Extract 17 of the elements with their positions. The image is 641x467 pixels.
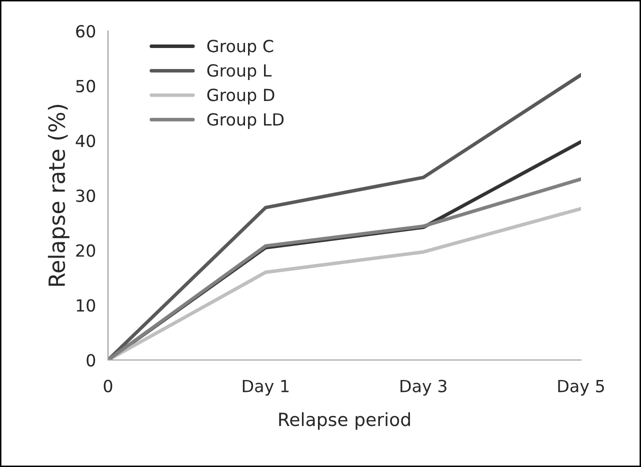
y-tick-label: 0: [86, 354, 96, 367]
y-tick-label: 50: [76, 80, 96, 92]
y-tick-label: 40: [76, 134, 96, 148]
x-tick-label: Day 3: [400, 380, 446, 396]
y-axis-title: Relapse rate (%): [48, 104, 70, 286]
x-tick-label: Day 5: [558, 380, 604, 396]
y-tick-label: 60: [76, 24, 96, 38]
x-tick-label: Day 1: [242, 380, 289, 396]
legend-label: Group L: [207, 64, 272, 80]
y-tick-label: 10: [76, 299, 96, 312]
legend-label: Group D: [207, 88, 274, 104]
legend-label: Group C: [207, 40, 274, 56]
y-tick-label: 20: [76, 244, 96, 257]
x-axis-title: Relapse period: [279, 412, 410, 430]
legend-label: Group LD: [207, 113, 284, 129]
y-tick-label: 30: [76, 189, 96, 202]
x-tick-label: 0: [104, 380, 112, 392]
